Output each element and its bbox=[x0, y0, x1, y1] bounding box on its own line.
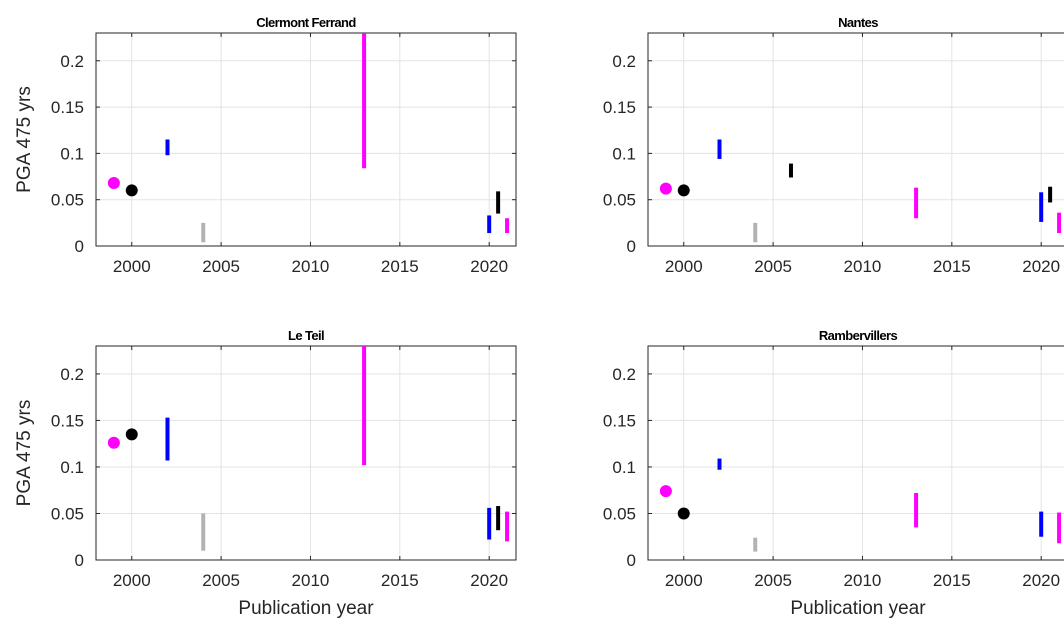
y-tick-label: 0.15 bbox=[603, 411, 636, 430]
data-point-black bbox=[125, 184, 138, 197]
x-tick-label: 2000 bbox=[665, 257, 703, 276]
data-point-magenta bbox=[107, 177, 120, 190]
subplot-title: Rambervillers bbox=[819, 328, 898, 343]
y-tick-label: 0.2 bbox=[612, 365, 636, 384]
x-tick-label: 2015 bbox=[381, 257, 419, 276]
axes-box bbox=[95, 345, 517, 561]
data-marks bbox=[659, 139, 1062, 243]
y-tick-label: 0.05 bbox=[51, 504, 84, 523]
axes-box bbox=[647, 32, 1064, 247]
data-marks bbox=[107, 33, 510, 243]
subplot-2: 2000 2005 2010 2015 2020 0 0.05 0.1 0.15 0.2 Nante… bbox=[603, 15, 1064, 276]
y-tick-label: 0.2 bbox=[60, 52, 84, 71]
y-tick-label: 0 bbox=[75, 551, 84, 570]
y-tick-label: 0.15 bbox=[603, 98, 636, 117]
y-tick-label: 0.1 bbox=[60, 458, 84, 477]
y-tick-label: 0.1 bbox=[612, 458, 636, 477]
subplot-title: Nantes bbox=[838, 15, 878, 30]
data-marks bbox=[659, 458, 1062, 552]
y-tick-label: 0.1 bbox=[60, 144, 84, 163]
x-tick-label: 2020 bbox=[470, 257, 508, 276]
y-tick-label: 0.1 bbox=[612, 144, 636, 163]
y-tick-label: 0 bbox=[75, 237, 84, 256]
x-tick-label: 2005 bbox=[754, 257, 792, 276]
x-tick-label: 2000 bbox=[113, 257, 151, 276]
y-tick-label: 0 bbox=[627, 237, 636, 256]
data-point-black bbox=[125, 428, 138, 441]
x-tick-label: 2010 bbox=[292, 257, 330, 276]
y-tick-label: 0.05 bbox=[603, 191, 636, 210]
x-tick-label: 2015 bbox=[933, 571, 971, 590]
data-point-black bbox=[677, 184, 690, 197]
data-point-magenta bbox=[107, 436, 120, 449]
y-tick-label: 0.2 bbox=[612, 52, 636, 71]
subplot-title: Le Teil bbox=[288, 328, 324, 343]
x-tick-label: 2000 bbox=[665, 571, 703, 590]
subplot-title: Clermont Ferrand bbox=[256, 15, 356, 30]
x-tick-label: 2010 bbox=[844, 257, 882, 276]
x-tick-label: 2020 bbox=[470, 571, 508, 590]
y-axis-label: PGA 475 yrs bbox=[14, 400, 35, 507]
x-tick-label: 2020 bbox=[1022, 571, 1060, 590]
y-tick-label: 0.15 bbox=[51, 411, 84, 430]
data-point-magenta bbox=[659, 485, 672, 498]
x-axis-label: Publication year bbox=[238, 598, 374, 619]
x-tick-label: 2005 bbox=[202, 571, 240, 590]
x-tick-label: 2015 bbox=[381, 571, 419, 590]
subplot-3: 2000 2005 2010 2015 2020 0 0.05 0.1 0.15 0.2 Le Te… bbox=[14, 328, 517, 619]
y-tick-label: 0 bbox=[627, 551, 636, 570]
x-axis-label: Publication year bbox=[790, 598, 926, 619]
y-tick-label: 0.05 bbox=[603, 504, 636, 523]
data-marks bbox=[107, 346, 510, 551]
subplot-4: 2000 2005 2010 2015 2020 0 0.05 0.1 0.15 0.2 Rambe… bbox=[603, 328, 1064, 619]
x-tick-label: 2005 bbox=[202, 257, 240, 276]
subplot-1: 2000 2005 2010 2015 2020 0 0.05 0.1 0.15 0.2 Clerm… bbox=[14, 15, 517, 276]
x-tick-label: 2015 bbox=[933, 257, 971, 276]
x-tick-label: 2020 bbox=[1022, 257, 1060, 276]
data-point-magenta bbox=[659, 182, 672, 195]
x-tick-label: 2005 bbox=[754, 571, 792, 590]
axes-box bbox=[647, 345, 1064, 561]
x-tick-label: 2010 bbox=[292, 571, 330, 590]
axes-box bbox=[95, 32, 517, 247]
y-axis-label: PGA 475 yrs bbox=[14, 86, 35, 193]
x-tick-label: 2000 bbox=[113, 571, 151, 590]
data-point-black bbox=[677, 507, 690, 520]
y-tick-label: 0.2 bbox=[60, 365, 84, 384]
y-tick-label: 0.15 bbox=[51, 98, 84, 117]
x-tick-label: 2010 bbox=[844, 571, 882, 590]
y-tick-label: 0.05 bbox=[51, 191, 84, 210]
